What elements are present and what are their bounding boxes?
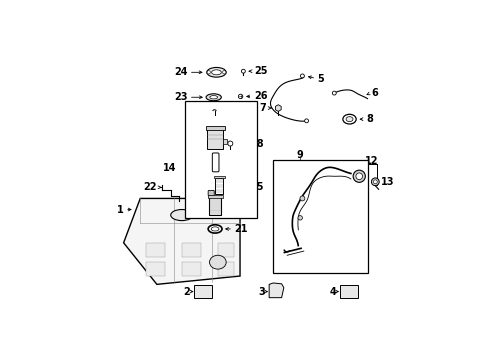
Text: 26: 26 (254, 91, 268, 102)
Text: 4: 4 (329, 287, 336, 297)
Bar (182, 243, 201, 257)
Ellipse shape (207, 67, 226, 77)
Text: 22: 22 (144, 183, 157, 192)
Text: 3: 3 (258, 287, 265, 297)
Bar (223, 139, 227, 144)
Circle shape (238, 94, 243, 99)
Circle shape (353, 170, 366, 183)
Polygon shape (123, 198, 240, 284)
Text: 13: 13 (381, 177, 394, 187)
Text: 16: 16 (185, 157, 198, 167)
Bar (340, 285, 358, 298)
Text: 1: 1 (117, 204, 123, 215)
Bar (195, 285, 212, 298)
Circle shape (300, 74, 304, 78)
Bar (215, 177, 223, 194)
Text: 2: 2 (183, 287, 190, 297)
Circle shape (222, 71, 226, 74)
FancyBboxPatch shape (208, 190, 214, 196)
Bar (214, 176, 224, 178)
Circle shape (305, 119, 309, 123)
Bar (182, 262, 201, 276)
Ellipse shape (210, 255, 226, 269)
Text: 15: 15 (251, 183, 265, 192)
Bar (218, 262, 235, 276)
Text: 5: 5 (318, 74, 324, 84)
Text: 9: 9 (296, 150, 303, 161)
Polygon shape (269, 283, 284, 298)
Text: 6: 6 (372, 88, 378, 98)
Ellipse shape (204, 207, 215, 212)
Bar (206, 126, 224, 130)
Ellipse shape (210, 96, 218, 99)
Circle shape (356, 173, 363, 180)
Text: 11: 11 (289, 255, 302, 264)
Ellipse shape (171, 210, 193, 221)
FancyBboxPatch shape (212, 153, 219, 172)
Bar (146, 243, 165, 257)
Circle shape (371, 178, 379, 186)
Circle shape (228, 141, 233, 146)
Circle shape (298, 216, 302, 220)
Text: 14: 14 (163, 163, 176, 173)
Bar (146, 262, 165, 276)
Text: 25: 25 (254, 66, 268, 76)
Bar (185, 102, 257, 218)
Ellipse shape (346, 117, 353, 122)
Ellipse shape (343, 114, 356, 124)
Ellipse shape (208, 225, 222, 233)
Circle shape (373, 180, 377, 184)
Text: 12: 12 (365, 156, 378, 166)
Text: 21: 21 (235, 224, 248, 234)
Circle shape (242, 69, 245, 73)
Circle shape (332, 91, 336, 95)
Text: 19: 19 (185, 188, 198, 198)
Bar (207, 129, 223, 149)
Text: 20: 20 (185, 134, 198, 144)
Ellipse shape (212, 70, 221, 75)
Circle shape (207, 71, 210, 74)
Text: 10: 10 (326, 250, 340, 260)
Bar (208, 195, 222, 198)
Bar (209, 197, 221, 215)
Text: 8: 8 (366, 114, 373, 124)
Text: 7: 7 (260, 103, 267, 113)
Circle shape (300, 196, 305, 201)
Text: 18: 18 (251, 139, 265, 149)
Text: 23: 23 (174, 92, 187, 102)
Ellipse shape (211, 227, 219, 231)
Ellipse shape (206, 94, 221, 101)
Text: 17: 17 (185, 113, 198, 123)
Text: 24: 24 (174, 67, 187, 77)
Bar (218, 243, 235, 257)
Bar (273, 159, 368, 273)
